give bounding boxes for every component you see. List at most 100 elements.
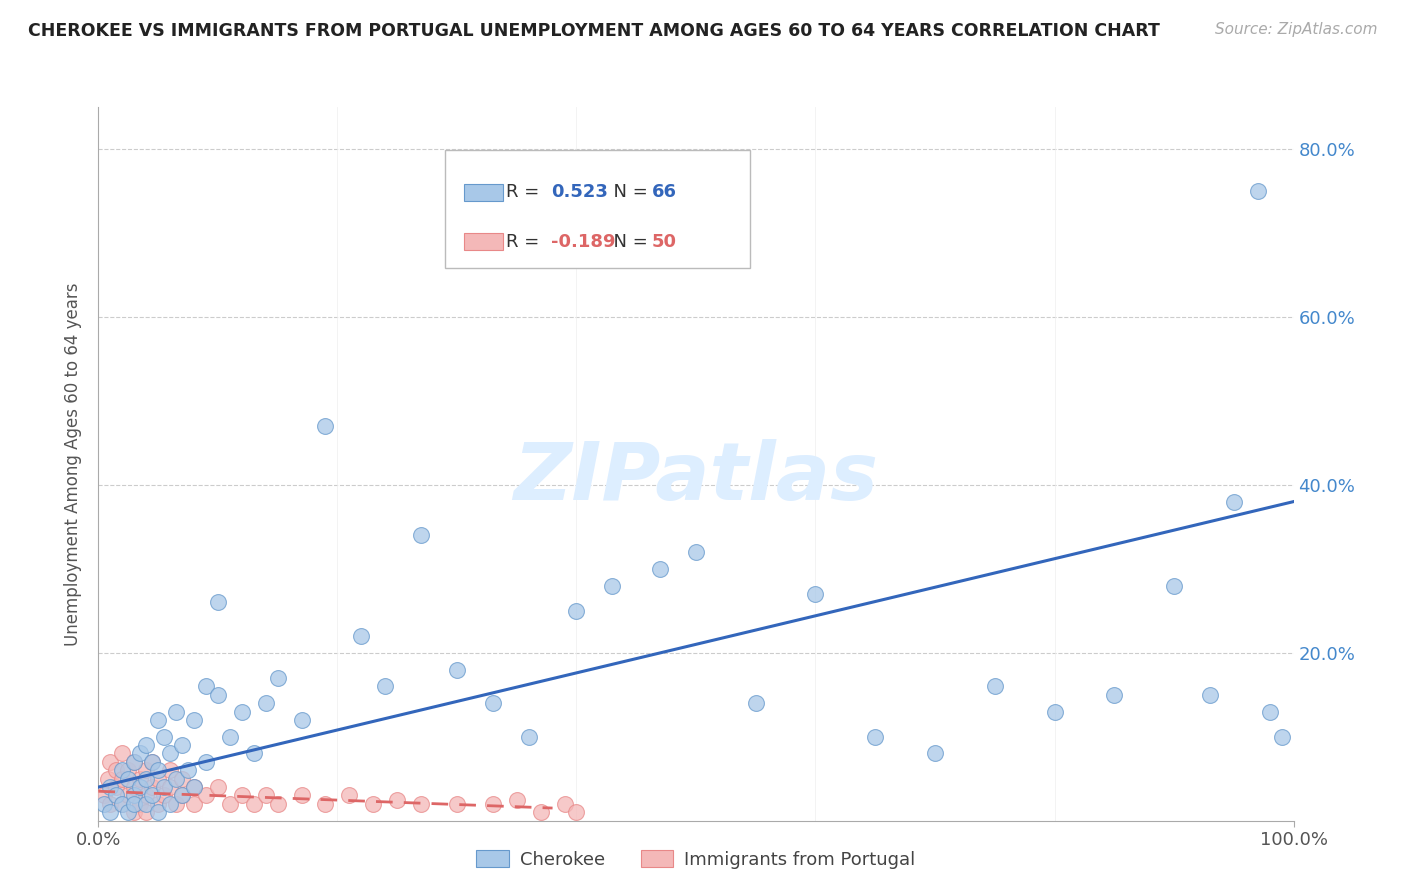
- Point: [565, 604, 588, 618]
- Point: [863, 730, 887, 744]
- Point: [254, 789, 277, 803]
- FancyBboxPatch shape: [464, 234, 503, 251]
- Point: [105, 780, 128, 794]
- Point: [93, 797, 115, 811]
- Point: [243, 797, 266, 811]
- Point: [183, 797, 205, 811]
- Point: [602, 578, 624, 592]
- Point: [117, 772, 139, 786]
- Point: [984, 679, 1007, 693]
- Point: [350, 629, 373, 643]
- Point: [135, 772, 157, 786]
- Point: [411, 797, 433, 811]
- Point: [291, 713, 314, 727]
- Point: [148, 797, 170, 811]
- Point: [1222, 494, 1246, 508]
- Point: [117, 764, 139, 778]
- Point: [124, 805, 146, 820]
- Text: 66: 66: [652, 183, 676, 201]
- Point: [98, 805, 122, 820]
- Point: [124, 797, 146, 811]
- Point: [141, 755, 163, 769]
- Text: R =: R =: [506, 183, 546, 201]
- Point: [517, 730, 540, 744]
- Point: [153, 789, 176, 803]
- Point: [159, 764, 181, 778]
- Text: CHEROKEE VS IMMIGRANTS FROM PORTUGAL UNEMPLOYMENT AMONG AGES 60 TO 64 YEARS CORR: CHEROKEE VS IMMIGRANTS FROM PORTUGAL UNE…: [28, 22, 1160, 40]
- Point: [363, 797, 385, 811]
- Point: [172, 789, 194, 803]
- Point: [172, 772, 194, 786]
- Point: [648, 562, 672, 576]
- FancyBboxPatch shape: [464, 184, 503, 201]
- Point: [97, 772, 120, 786]
- Point: [207, 688, 229, 702]
- Point: [207, 595, 229, 609]
- Point: [183, 713, 205, 727]
- Point: [183, 780, 205, 794]
- Point: [446, 663, 468, 677]
- Point: [1102, 688, 1125, 702]
- Point: [111, 797, 134, 811]
- Point: [117, 789, 139, 803]
- Text: 0.523: 0.523: [551, 183, 609, 201]
- Point: [141, 755, 163, 769]
- Point: [231, 789, 253, 803]
- Text: -0.189: -0.189: [551, 233, 616, 251]
- Text: ZIPatlas: ZIPatlas: [513, 439, 879, 517]
- Point: [924, 747, 946, 761]
- Point: [411, 528, 433, 542]
- Point: [153, 780, 176, 794]
- Point: [172, 789, 194, 803]
- Point: [98, 780, 122, 794]
- Point: [172, 738, 194, 752]
- Point: [148, 764, 170, 778]
- Point: [148, 805, 170, 820]
- Point: [315, 797, 337, 811]
- Point: [141, 789, 163, 803]
- Point: [339, 789, 360, 803]
- Point: [105, 789, 128, 803]
- Point: [481, 797, 505, 811]
- Point: [141, 780, 163, 794]
- Point: [159, 747, 181, 761]
- Text: N =: N =: [602, 233, 652, 251]
- Point: [135, 797, 157, 811]
- Point: [124, 789, 146, 803]
- Point: [554, 797, 576, 811]
- Point: [291, 789, 314, 803]
- Point: [529, 805, 551, 820]
- Point: [374, 679, 396, 693]
- Point: [165, 797, 187, 811]
- Point: [135, 764, 157, 778]
- Text: 50: 50: [652, 233, 676, 251]
- Point: [111, 772, 134, 786]
- Point: [135, 738, 157, 752]
- FancyBboxPatch shape: [444, 150, 749, 268]
- Point: [231, 705, 253, 719]
- Point: [124, 780, 146, 794]
- Point: [745, 696, 768, 710]
- Point: [254, 696, 277, 710]
- Text: N =: N =: [602, 183, 652, 201]
- Point: [267, 671, 290, 685]
- Point: [111, 764, 134, 778]
- Point: [98, 797, 122, 811]
- Point: [159, 780, 181, 794]
- Point: [1258, 705, 1281, 719]
- Point: [385, 792, 409, 806]
- Point: [148, 772, 170, 786]
- Point: [117, 805, 139, 820]
- Point: [207, 780, 229, 794]
- Text: R =: R =: [506, 233, 546, 251]
- Point: [219, 730, 242, 744]
- Point: [243, 747, 266, 761]
- Point: [267, 797, 290, 811]
- Point: [111, 747, 134, 761]
- Legend: Cherokee, Immigrants from Portugal: Cherokee, Immigrants from Portugal: [470, 843, 922, 876]
- Point: [135, 789, 157, 803]
- Point: [98, 755, 122, 769]
- Point: [159, 797, 181, 811]
- Point: [165, 705, 187, 719]
- Point: [148, 713, 170, 727]
